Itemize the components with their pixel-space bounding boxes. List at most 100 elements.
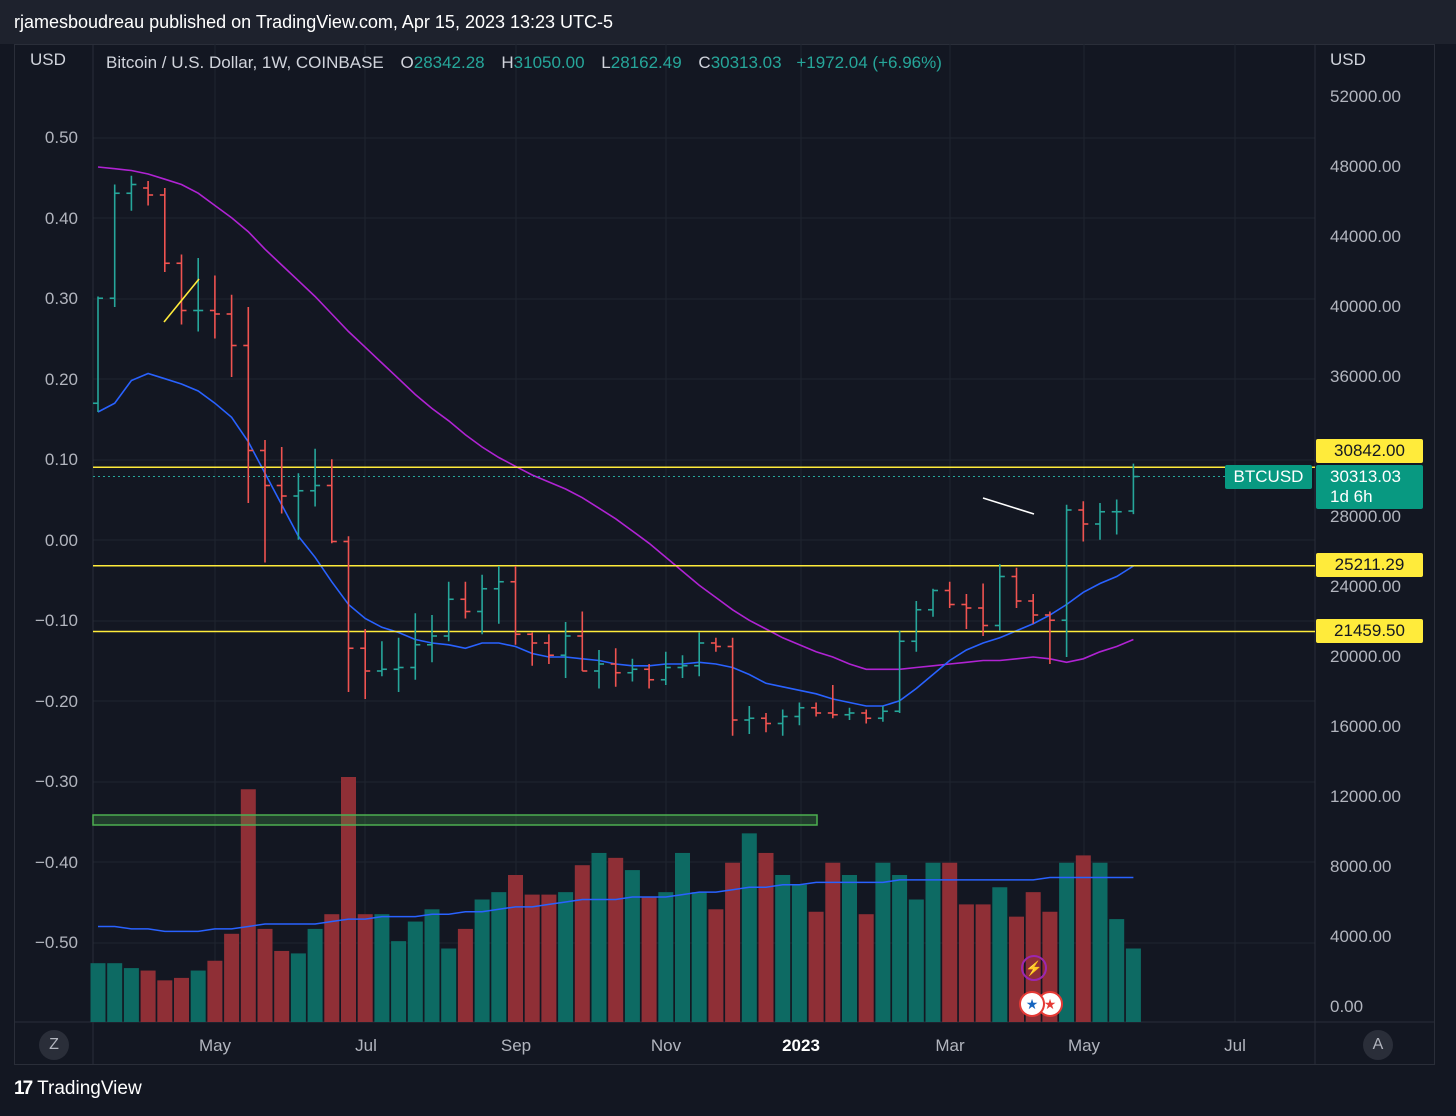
auto-scale-button[interactable]: A [1363, 1030, 1393, 1060]
volume-bar [240, 789, 256, 1022]
us-flag-event-icon[interactable]: ★ [1019, 991, 1045, 1017]
ohlc-bar [627, 658, 638, 682]
x-axis-tick: Jul [355, 1036, 377, 1055]
ohlc-bar [610, 648, 621, 687]
symbol-price-tag: BTCUSD [1225, 465, 1312, 489]
right-axis-tick: 52000.00 [1330, 87, 1401, 106]
right-axis-tick: 0.00 [1330, 997, 1364, 1016]
ohlc-bar [994, 564, 1005, 631]
ohlc-bar [1095, 503, 1105, 540]
right-axis-tick: 36000.00 [1330, 367, 1401, 386]
ohlc-bar [109, 184, 120, 307]
volume-bar [992, 887, 1008, 1022]
ohlc-bar [1011, 567, 1022, 608]
volume-highlight-box [92, 814, 818, 826]
volume-bar [157, 980, 173, 1022]
ohlc-bar [710, 637, 721, 652]
last-price-value: 30313.03 [1330, 467, 1401, 486]
ohlc-bar [911, 601, 922, 652]
volume-bar [1059, 862, 1075, 1022]
ohlc-bar [577, 611, 588, 672]
volume-bar [791, 884, 807, 1022]
ohlc-bar [811, 702, 822, 717]
volume-bar [908, 899, 924, 1022]
volume-bar [1109, 919, 1125, 1022]
volume-bar [975, 904, 991, 1022]
volume-bar [407, 921, 423, 1022]
legend-close-label: C [698, 53, 711, 72]
volume-bar [190, 970, 206, 1022]
ohlc-bar [193, 258, 204, 332]
volume-bar [691, 892, 707, 1022]
volume-bar [641, 897, 657, 1022]
volume-bar [775, 875, 791, 1022]
ohlc-bar [293, 473, 304, 540]
volume-bar [591, 852, 607, 1022]
ohlc-bar [794, 702, 805, 726]
legend-open-value: 28342.28 [413, 53, 485, 72]
ohlc-bar [894, 630, 905, 713]
right-axis-tick: 28000.00 [1330, 507, 1401, 526]
ohlc-bar [1111, 499, 1122, 535]
ohlc-bar [93, 296, 103, 412]
ohlc-bar [510, 566, 521, 645]
ohlc-bar [978, 583, 989, 636]
ohlc-bar [827, 685, 838, 719]
ohlc-bar [527, 632, 538, 666]
ohlc-bar [1078, 501, 1089, 542]
volume-bar [1075, 855, 1091, 1022]
volume-bar [725, 862, 741, 1022]
volume-bar [825, 862, 841, 1022]
volume-bar [608, 857, 624, 1022]
lightning-event-icon[interactable]: ⚡ [1021, 955, 1047, 981]
ohlc-bar [310, 448, 321, 507]
right-axis-tick: 20000.00 [1330, 647, 1401, 666]
ohlc-bar [343, 536, 354, 692]
ohlc-bar [677, 655, 688, 678]
volume-bar [658, 892, 674, 1022]
ohlc-bar [560, 622, 571, 678]
volume-bar [842, 875, 857, 1022]
left-axis-tick: 0.40 [44, 209, 78, 228]
ohlc-bar [176, 254, 187, 325]
ohlc-bar [393, 637, 404, 692]
ohlc-bar [928, 588, 938, 617]
ohlc-bar [276, 447, 287, 514]
ohlc-bar [777, 709, 788, 736]
ohlc-bar [360, 629, 371, 699]
left-axis-tick: −0.30 [34, 772, 78, 791]
volume-bar [541, 894, 557, 1022]
ohlc-bar [944, 581, 955, 608]
volume-bar [491, 892, 507, 1022]
publish-line: rjamesboudreau published on TradingView.… [14, 12, 614, 32]
volume-bar [224, 933, 240, 1022]
ohlc-bar [761, 713, 771, 733]
ohlc-bar [961, 594, 972, 629]
left-axis-tick: 0.20 [44, 370, 78, 389]
trend-lines [163, 278, 1035, 515]
volume-bar [207, 960, 223, 1022]
legend-open-label: O [400, 53, 414, 72]
zoom-button[interactable]: Z [39, 1030, 69, 1060]
ohlc-bar [460, 581, 471, 619]
legend-symbol: Bitcoin / U.S. Dollar, 1W, COINBASE [106, 53, 384, 72]
ohlc-bar [694, 632, 705, 677]
right-axis-tick: 40000.00 [1330, 297, 1401, 316]
volume-bar [875, 862, 891, 1022]
legend-low-value: 28162.49 [610, 53, 682, 72]
x-axis-tick: Mar [935, 1036, 965, 1055]
ohlc-bar [260, 440, 270, 563]
volume-bar [307, 928, 323, 1022]
right-axis-tick: 8000.00 [1330, 857, 1392, 876]
tradingview-logo[interactable]: 17 TradingView [14, 1078, 142, 1100]
legend-change: +1972.04 (+6.96%) [796, 53, 942, 72]
volume-bar [457, 928, 473, 1022]
bar-countdown: 1d 6h [1330, 487, 1373, 506]
level-label-25211: 25211.29 [1316, 553, 1423, 577]
volume-bar [274, 950, 290, 1022]
volume-bar [140, 970, 156, 1022]
volume-bar [441, 948, 457, 1022]
x-axis-tick: May [198, 1036, 232, 1055]
right-axis-tick: 12000.00 [1330, 787, 1401, 806]
